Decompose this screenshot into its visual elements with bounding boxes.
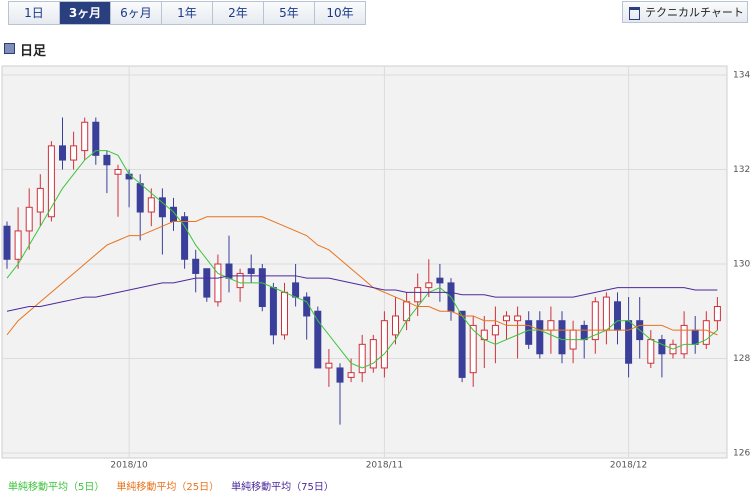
candle-body <box>358 343 366 374</box>
period-tab[interactable]: 2年 <box>212 1 264 25</box>
legend: 単純移動平均（5日） 単純移動平均（25日） 単純移動平均（75日） <box>8 478 334 493</box>
candle-body <box>203 268 211 298</box>
y-tick-label: 128 <box>733 354 750 364</box>
candle-body <box>325 362 333 369</box>
candle-body <box>103 154 111 166</box>
candle-body <box>514 315 522 322</box>
candle-body <box>314 310 322 369</box>
x-tick-label: 2018/10 <box>110 461 148 471</box>
candle-body <box>258 268 266 308</box>
candle-body <box>3 225 11 260</box>
candle-body <box>70 145 78 161</box>
candle-body <box>469 324 477 374</box>
candle-body <box>158 197 166 218</box>
y-tick-label: 130 <box>733 260 750 270</box>
section-title: 日足 <box>4 40 46 59</box>
period-tab[interactable]: 3ヶ月 <box>59 1 111 25</box>
period-tab[interactable]: 1日 <box>8 1 60 25</box>
candle-body <box>458 310 466 378</box>
candle-body <box>59 145 66 161</box>
candle-body <box>92 121 100 156</box>
candle-body <box>392 315 399 336</box>
candle-body <box>580 324 588 341</box>
candle-body <box>380 320 388 369</box>
candle-body <box>680 324 688 355</box>
candle-body <box>691 329 699 345</box>
moving-average-line <box>6 275 718 312</box>
moving-average-line <box>6 150 718 369</box>
x-tick-label: 2018/11 <box>366 461 403 471</box>
candle-body <box>602 296 610 331</box>
candle-body <box>292 282 300 298</box>
candle-body <box>236 272 244 289</box>
candle-body <box>536 320 544 355</box>
candle-body <box>114 169 122 175</box>
candle-body <box>658 339 666 355</box>
candle-body <box>14 230 22 260</box>
candle-body <box>491 324 499 336</box>
candle-body <box>547 320 555 331</box>
plot-area <box>1 65 728 459</box>
period-tabs: 1日 3ヶ月 6ヶ月 1年 2年 5年 10年 <box>8 1 366 25</box>
candle-body <box>414 287 422 303</box>
candle-body <box>591 301 599 341</box>
candle-body <box>214 263 222 303</box>
candle-body <box>525 320 533 345</box>
legend-entry: 単純移動平均（75日） <box>231 482 334 493</box>
period-tab[interactable]: 1年 <box>161 1 213 25</box>
candle-body <box>47 145 55 218</box>
y-tick-label: 126 <box>733 449 750 459</box>
candle-body <box>36 187 44 213</box>
candle-body <box>269 287 277 336</box>
candle-body <box>625 320 633 364</box>
period-tab[interactable]: 10年 <box>314 1 366 25</box>
candle-body <box>647 339 655 364</box>
legend-entry: 単純移動平均（5日） <box>8 482 105 493</box>
candle-body <box>336 367 344 383</box>
candle-body <box>713 306 721 322</box>
candle-body <box>436 277 444 284</box>
x-tick-label: 2018/12 <box>610 461 647 471</box>
y-tick-label: 132 <box>733 165 750 175</box>
candle-body <box>702 320 710 345</box>
moving-average-line <box>6 216 718 336</box>
candle-body <box>503 315 510 322</box>
candle-body <box>81 121 89 152</box>
candle-body <box>614 301 621 331</box>
legend-entry: 単純移動平均（25日） <box>116 482 220 493</box>
candle-body <box>192 258 200 274</box>
period-tab[interactable]: 6ヶ月 <box>110 1 162 25</box>
candle-body <box>281 291 288 336</box>
candle-body <box>558 320 566 355</box>
candle-body <box>303 296 311 317</box>
candle-body <box>25 206 33 232</box>
y-tick-label: 134 <box>733 71 750 81</box>
candle-body <box>181 216 189 260</box>
candle-body <box>247 268 255 274</box>
candle-body <box>147 197 155 213</box>
candle-body <box>347 372 355 378</box>
candle-body <box>369 339 377 369</box>
technical-chart-button[interactable]: テクニカルチャート <box>622 1 748 23</box>
candle-body <box>425 282 433 289</box>
candle-body <box>136 183 144 213</box>
